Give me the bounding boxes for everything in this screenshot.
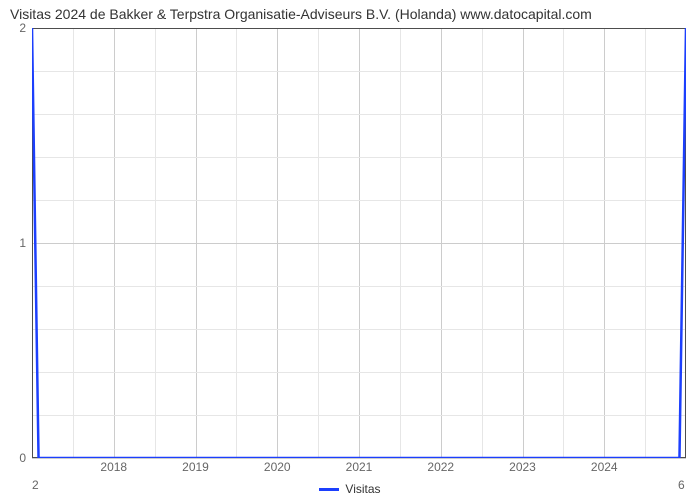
legend-label: Visitas	[345, 482, 380, 496]
y-tick-label: 1	[19, 236, 32, 250]
y-tick-label: 2	[19, 21, 32, 35]
chart-legend: Visitas	[0, 482, 700, 496]
chart-plot-area: 2018201920202021202220232024012	[32, 28, 686, 458]
y-tick-label: 0	[19, 451, 32, 465]
x-tick-label: 2024	[591, 458, 618, 474]
x-tick-label: 2023	[509, 458, 536, 474]
line-series	[32, 28, 686, 458]
legend-swatch	[319, 488, 339, 491]
chart-title: Visitas 2024 de Bakker & Terpstra Organi…	[10, 6, 592, 22]
x-tick-label: 2020	[264, 458, 291, 474]
x-tick-label: 2018	[100, 458, 127, 474]
grid-line	[32, 458, 686, 459]
x-tick-label: 2021	[346, 458, 373, 474]
x-tick-label: 2022	[427, 458, 454, 474]
x-tick-label: 2019	[182, 458, 209, 474]
